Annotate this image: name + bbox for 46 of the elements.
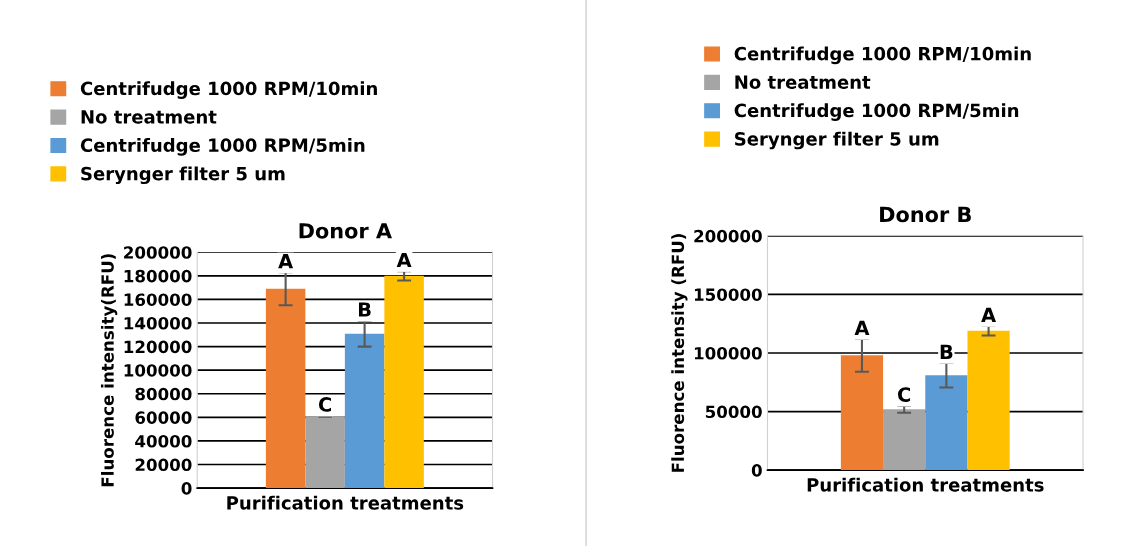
y-tick-label: 140000 [124, 316, 192, 330]
data-label: B [940, 344, 953, 359]
y-tick-label: 100000 [694, 346, 762, 360]
bar [925, 375, 968, 471]
chart-title: Donor B [880, 206, 971, 223]
bar [265, 288, 306, 489]
bar [344, 333, 385, 489]
y-tick-label: 60000 [135, 411, 192, 424]
y-tick-label: 20000 [135, 458, 192, 472]
y-tick-label: 180000 [124, 269, 192, 283]
bar [305, 416, 345, 489]
data-label: A [981, 307, 997, 323]
legend-label: Centrifudge 1000 RPM/10min [80, 81, 377, 99]
x-axis-title: Purification treatments [227, 495, 464, 510]
y-tick-label: 120000 [124, 340, 192, 354]
data-label: A [278, 254, 294, 269]
y-tick-label: 150000 [694, 288, 762, 301]
data-label: C [898, 387, 911, 402]
y-tick-label: 40000 [135, 434, 192, 448]
y-tick-label: 160000 [124, 293, 192, 306]
legend-label: Serynger filter 5 um [81, 166, 285, 185]
y-tick-label: 0 [751, 464, 762, 477]
legend-label: No treatment [81, 110, 217, 124]
data-label: A [854, 320, 870, 335]
data-label: B [358, 302, 371, 317]
bar [967, 330, 1010, 471]
bar [384, 275, 424, 489]
y-axis-title: Fluorence intensity(RFU) [100, 254, 118, 487]
x-axis-title: Purification treatments [807, 477, 1044, 492]
y-tick-label: 50000 [705, 405, 762, 419]
bar [883, 409, 926, 471]
data-label: C [318, 397, 332, 412]
y-tick-label: 200000 [124, 246, 192, 259]
legend-label: Centrifudge 1000 RPM/5min [80, 138, 365, 156]
data-label: A [396, 252, 412, 268]
legend-label: Centrifudge 1000 RPM/5min [734, 103, 1019, 121]
y-axis-title: Fluorence intensity (RFU) [671, 234, 688, 472]
legend-label: Centrifudge 1000 RPM/10min [734, 46, 1031, 65]
legend-label: No treatment [735, 75, 871, 89]
y-tick-label: 80000 [135, 387, 192, 401]
y-tick-label: 200000 [694, 229, 762, 243]
y-tick-label: 100000 [124, 364, 192, 377]
legend-label: Serynger filter 5 um [735, 131, 939, 150]
bar [840, 355, 884, 471]
chart-title: Donor A [299, 223, 392, 239]
y-tick-label: 0 [181, 482, 192, 495]
